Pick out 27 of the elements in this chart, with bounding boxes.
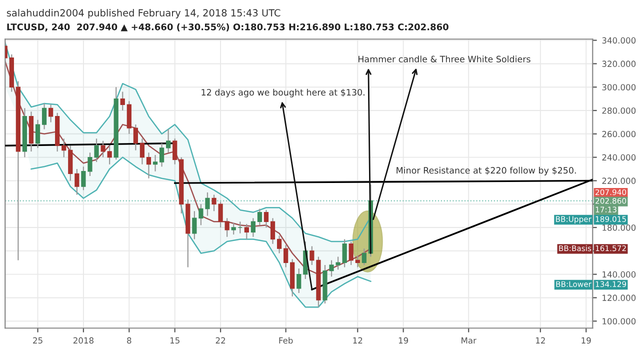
x-tick-label: 8 xyxy=(127,337,132,344)
x-tick-label: 12 xyxy=(353,337,362,344)
x-tick-label: 2018 xyxy=(73,337,94,344)
y-tick-label: 120.000 xyxy=(602,294,636,301)
x-tick-label: 12 xyxy=(536,337,545,344)
y-tick-label: 240.000 xyxy=(602,154,636,161)
annotation: Minor Resistance at $220 follow by $250. xyxy=(396,166,576,176)
chart-subtitle: LTCUSD, 240 207.940 ▲ +48.660 (+30.55%) O:180.753 H:216.890 L:180.753 C:202.860 xyxy=(7,23,448,32)
y-tick-label: 260.000 xyxy=(602,130,636,138)
x-tick-label: 19 xyxy=(398,337,408,344)
x-tick-label: 19 xyxy=(582,337,591,344)
x-tick-label: Mar xyxy=(462,337,476,344)
y-tick-label: 340.000 xyxy=(602,37,636,44)
x-tick-label: 15 xyxy=(170,337,180,344)
y-tick-label: 220.000 xyxy=(602,178,636,184)
y-tick-label: 320.000 xyxy=(602,60,636,67)
y-tick-label: 140.000 xyxy=(602,271,636,278)
chart-title: salahuddin2004 published February 14, 2018 15:43 UTC xyxy=(6,8,280,18)
y-tick-label: 100.000 xyxy=(602,318,636,324)
y-tick-label: 300.000 xyxy=(602,84,636,90)
y-tick-label: 180.000 xyxy=(602,224,636,231)
x-tick-label: Feb xyxy=(279,337,293,344)
x-tick-label: 22 xyxy=(216,337,226,344)
annotation: 12 days ago we bought here at $130. xyxy=(202,88,364,98)
annotation: Hammer candle & Three White Soldiers xyxy=(358,56,530,62)
x-tick-label: 25 xyxy=(33,337,42,344)
y-tick-label: 280.000 xyxy=(602,107,636,114)
